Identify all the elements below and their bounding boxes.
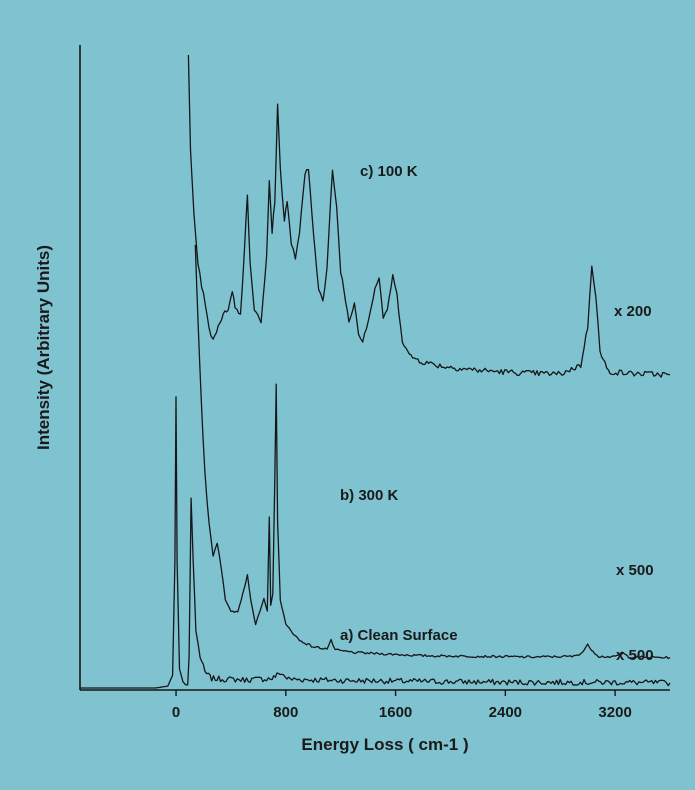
scale-factor-label-1: x 500 bbox=[616, 647, 654, 664]
x-tick-label: 1600 bbox=[379, 704, 412, 721]
axes-group bbox=[79, 45, 670, 691]
spectrum-trace-1 bbox=[80, 396, 671, 689]
x-tick-label: 800 bbox=[273, 704, 298, 721]
series-label-3: c) 100 K bbox=[360, 163, 418, 180]
series-label-2: b) 300 K bbox=[340, 487, 399, 504]
x-ticks-group: 0 800 1600 2400 3200 bbox=[172, 690, 632, 721]
spectrum-trace-2 bbox=[194, 244, 671, 660]
scale-factor-label-2: x 500 bbox=[616, 562, 654, 579]
scale-factor-label-3: x 200 bbox=[614, 303, 652, 320]
x-tick-label: 3200 bbox=[598, 704, 631, 721]
spectrum-trace-3 bbox=[187, 54, 671, 378]
series-labels-group: a) Clean Surface x 500 b) 300 K x 500 c) 100… bbox=[340, 163, 654, 664]
traces-group bbox=[80, 54, 671, 689]
y-axis-title: Intensity (Arbitrary Units) bbox=[34, 245, 53, 450]
series-label-1: a) Clean Surface bbox=[340, 627, 458, 644]
x-tick-label: 0 bbox=[172, 704, 180, 721]
x-axis-title: Energy Loss ( cm-1 ) bbox=[301, 735, 468, 754]
x-tick-label: 2400 bbox=[489, 704, 522, 721]
